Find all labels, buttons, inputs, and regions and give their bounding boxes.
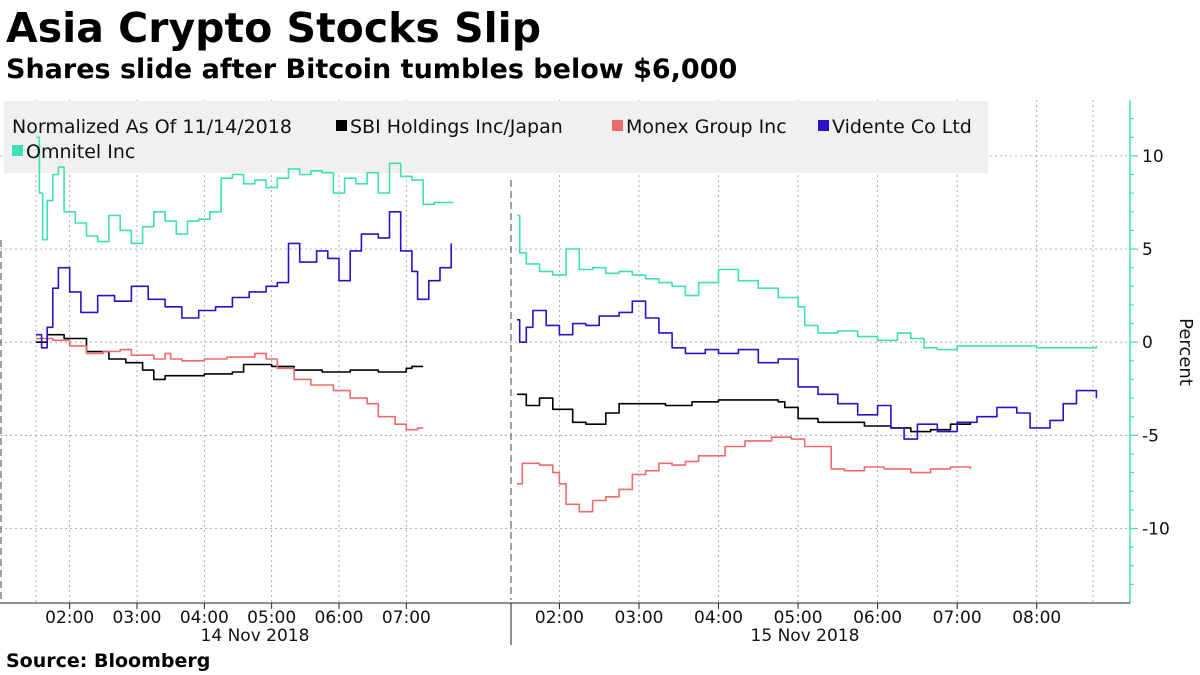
series-line-omnitel-day1	[36, 136, 454, 245]
legend-swatch-omnitel	[12, 145, 23, 156]
y-tick-label: 10	[1142, 147, 1164, 167]
axes: 10 5 0 -5 -10 02:00 03:00 04:00 05:00 06:00 07:00 0…	[0, 100, 1170, 646]
chart-subtitle: Shares slide after Bitcoin tumbles below…	[6, 54, 738, 85]
y-tick-label: -10	[1142, 519, 1170, 539]
legend-label-sbi: SBI Holdings Inc/Japan	[350, 116, 563, 138]
x-tick-label: 04:00	[180, 608, 229, 628]
x-tick-label: 03:00	[614, 608, 663, 628]
legend-label-monex: Monex Group Inc	[626, 116, 787, 138]
y-axis-label: Percent	[1175, 318, 1196, 386]
y-tick-label: 5	[1142, 240, 1153, 260]
legend-box	[4, 101, 988, 173]
x-tick-label: 06:00	[315, 608, 364, 628]
legend-label-vidente: Vidente Co Ltd	[832, 116, 972, 138]
x-tick-label: 07:00	[382, 608, 431, 628]
x-tick-label: 05:00	[247, 608, 296, 628]
legend-title: Normalized As Of 11/14/2018	[12, 116, 292, 138]
x-tick-label: 03:00	[113, 608, 162, 628]
series-line-omnitel-day2	[517, 214, 1098, 351]
legend-swatch-monex	[612, 120, 623, 131]
source-note: Source: Bloomberg	[6, 650, 211, 672]
legend-swatch-sbi	[336, 120, 347, 131]
x-tick-label: 06:00	[853, 608, 902, 628]
day-label: 15 Nov 2018	[751, 626, 860, 646]
y-tick-label: -5	[1142, 426, 1159, 446]
x-tick-label: 02:00	[45, 608, 94, 628]
grid	[0, 100, 1130, 603]
series-lines	[36, 136, 1098, 513]
x-tick-label: 08:00	[1012, 608, 1061, 628]
series-line-monex-day2	[517, 436, 972, 513]
x-tick-label: 04:00	[694, 608, 743, 628]
y-tick-label: 0	[1142, 333, 1153, 353]
x-tick-label: 05:00	[774, 608, 823, 628]
day-label: 14 Nov 2018	[201, 626, 310, 646]
x-tick-label: 02:00	[535, 608, 584, 628]
series-line-vidente-day2	[517, 300, 1098, 440]
legend-label-omnitel: Omnitel Inc	[26, 141, 135, 163]
series-line-sbi-day1	[36, 333, 424, 381]
chart-title: Asia Crypto Stocks Slip	[6, 4, 542, 52]
legend-swatch-vidente	[818, 120, 829, 131]
legend: Normalized As Of 11/14/2018 SBI Holdings…	[12, 116, 972, 163]
x-tick-label: 07:00	[933, 608, 982, 628]
series-line-vidente-day1	[36, 211, 452, 349]
series-line-monex-day1	[36, 337, 424, 431]
series-line-sbi-day2	[517, 393, 972, 433]
